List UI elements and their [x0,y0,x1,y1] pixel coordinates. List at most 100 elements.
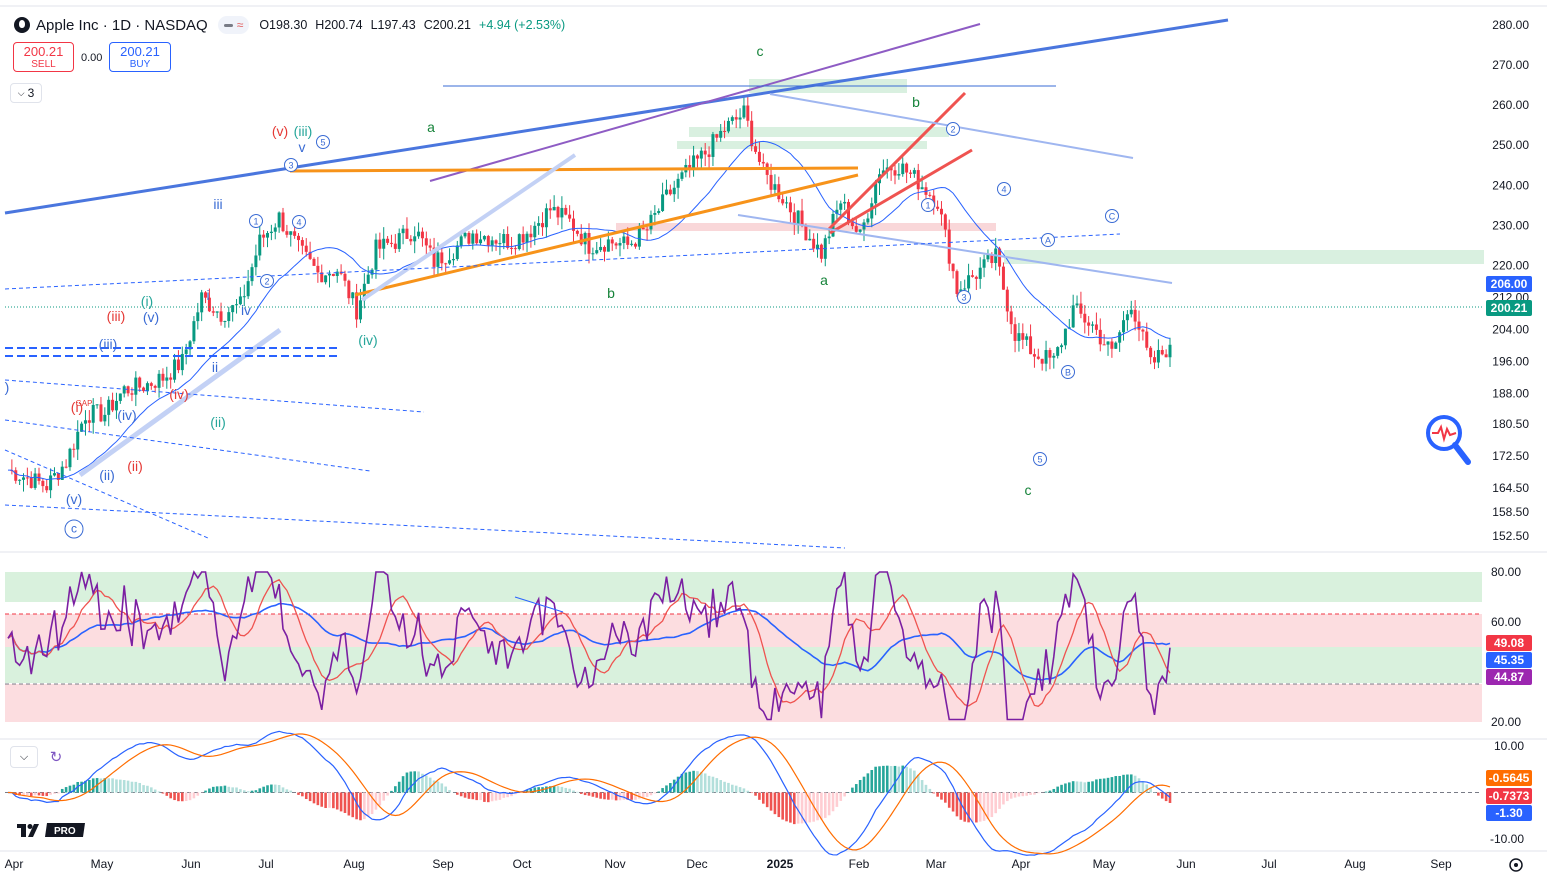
macd-hist-bar [401,776,405,793]
candle-body [29,477,33,488]
macd-hist-bar [343,792,347,813]
macd-hist-bar [669,783,672,793]
macd-hist-bar [184,792,188,801]
candle-body [672,187,676,195]
candle-body [258,234,262,256]
macd-hist-bar [1129,774,1133,793]
layers-toggle[interactable]: ⌵ 3 [10,83,42,103]
macd-hist-bar [1141,781,1145,793]
macd-hist-bar [843,792,846,797]
candle-body [730,117,734,121]
macd-hist-bar [115,779,118,793]
macd-hist-bar [1029,792,1032,795]
candle-body [223,321,227,323]
macd-hist-bar [1133,775,1137,793]
candle-body [649,214,653,230]
macd-hist-bar [204,790,207,793]
candle-body [587,232,591,254]
candle-body [723,130,727,132]
price-axis-label: 240.00 [1492,178,1529,192]
candle-body [1164,354,1168,358]
macd-hist-bar [111,778,114,793]
indicator-collapse-button[interactable]: ⌵ [10,746,38,768]
macd-hist-bar [328,792,331,808]
candle-body [211,311,215,313]
sell-button[interactable]: 200.21 SELL [13,42,74,72]
wave-circle [1061,365,1075,379]
macd-hist-bar [304,792,308,800]
candle-body [64,466,68,468]
candle-body [1083,313,1087,323]
macd-hist-bar [1021,792,1025,797]
macd-hist-bar [459,792,463,797]
candle-body [1141,329,1145,332]
macd-hist-bar [680,773,684,793]
wave-label: (iii) [99,336,118,352]
wave-label: (v) [272,123,288,139]
candle-body [1052,355,1056,358]
wave-icon: ≈ [236,18,244,32]
macd-hist-bar [332,792,335,809]
candle-body [513,248,517,250]
candle-body [83,420,87,424]
candle-body [703,150,707,155]
macd-hist-bar [874,766,877,793]
candle-body [1114,342,1118,349]
candle-body [556,206,560,218]
candle-body [653,213,657,215]
tradingview-logo[interactable]: PRO [17,822,85,838]
rsi-oversold-band [5,684,1482,722]
rsi-axis-label: 20.00 [1491,715,1521,729]
macd-hist-bar [893,765,897,793]
candle-body [242,296,246,298]
candle-body [215,311,219,313]
macd-hist-bar [103,778,107,793]
candle-body [742,105,746,118]
spread-value: 0.00 [81,52,103,64]
orange-support-line [354,173,859,297]
macd-hist-bar [742,788,746,793]
candle-body [568,214,572,219]
candle-body [943,214,947,230]
candle-body [1137,321,1141,330]
ohlc-low: L197.43 [370,18,416,32]
candle-body [633,243,637,247]
macd-hist-bar [905,766,908,793]
reload-icon[interactable]: ↻ [49,749,63,766]
macd-hist-bar [622,792,626,800]
macd-hist-bar [920,780,924,793]
symbol-title[interactable]: Apple Inc · 1D · NASDAQ [36,16,208,34]
candle-body [661,194,665,211]
wave-label: 4 [296,218,301,228]
settings-icon[interactable] [1507,856,1525,874]
candle-body [874,183,878,204]
candle-body [204,292,208,298]
wave-circle [946,122,960,136]
candle-body [494,240,498,244]
candle-body [986,254,990,260]
candle-body [726,120,730,132]
macd-hist-bar [378,792,382,806]
macd-hist-bar [638,792,641,799]
candle-body [219,311,223,322]
macd-hist-bar [1118,775,1121,793]
candle-body [599,246,603,251]
macd-hist-bar [994,792,997,814]
buy-button[interactable]: 200.21 BUY [109,42,171,72]
candle-body [401,228,405,234]
search-analysis-icon[interactable] [1424,413,1472,467]
candle-body [103,414,107,422]
macd-hist-bar [940,792,943,800]
macd-hist-bar [537,787,540,793]
macd-hist-bar [924,784,928,793]
wave-label: (i) [141,293,153,309]
candle-body [33,473,37,488]
wave-label: (ii) [99,467,115,483]
dashed-trendline [4,419,371,472]
candle-body [122,386,126,394]
indicator-toggle-pill[interactable]: ≈ [217,16,250,34]
macd-hist-bar [196,792,200,796]
macd-hist-bar [277,785,281,793]
candle-body [676,178,680,188]
